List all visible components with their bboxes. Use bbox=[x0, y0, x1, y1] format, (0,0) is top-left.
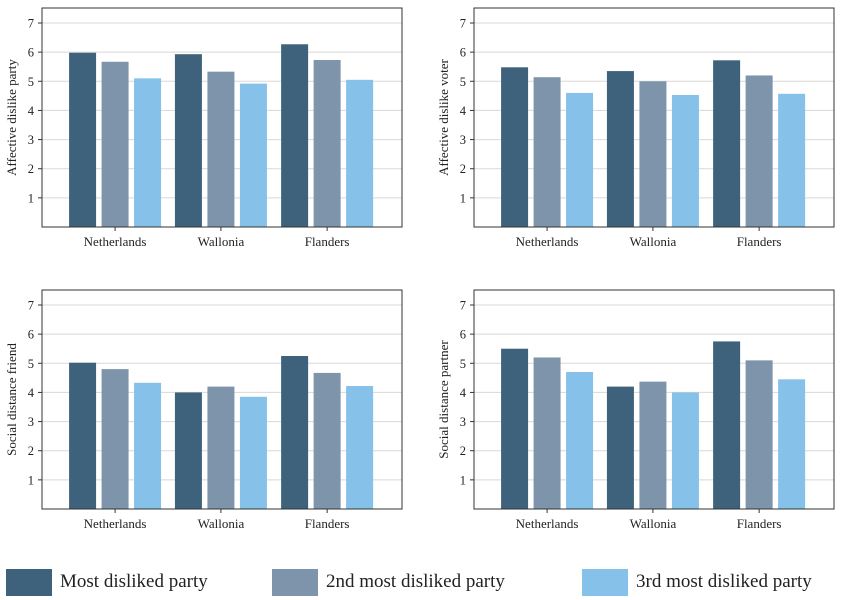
legend-item-most-disliked: Most disliked party bbox=[6, 565, 208, 599]
ytick-label-3-4: 5 bbox=[460, 357, 466, 371]
bar-1-1-2 bbox=[745, 75, 773, 227]
bar-1-2-1 bbox=[671, 94, 699, 228]
bar-0-1-2 bbox=[313, 60, 341, 227]
bar-3-0-2 bbox=[713, 341, 741, 509]
bar-3-1-1 bbox=[639, 381, 667, 509]
bar-0-1-0 bbox=[101, 61, 129, 228]
category-label-0-1: Wallonia bbox=[198, 234, 245, 249]
bar-1-0-1 bbox=[606, 71, 634, 227]
bar-0-0-2 bbox=[281, 44, 309, 227]
bar-0-2-1 bbox=[239, 83, 267, 227]
category-label-1-1: Wallonia bbox=[630, 234, 677, 249]
legend-swatch-most-disliked bbox=[6, 568, 52, 596]
bar-2-0-2 bbox=[281, 356, 309, 509]
bar-2-1-2 bbox=[313, 372, 341, 509]
category-label-3-0: Netherlands bbox=[516, 516, 579, 531]
bar-1-1-0 bbox=[533, 77, 561, 227]
ytick-label-2-5: 6 bbox=[28, 328, 34, 342]
bar-2-2-2 bbox=[346, 386, 374, 509]
category-label-0-0: Netherlands bbox=[84, 234, 147, 249]
ytick-label-2-4: 5 bbox=[28, 357, 34, 371]
ytick-label-0-2: 3 bbox=[28, 133, 34, 147]
category-label-1-2: Flanders bbox=[737, 234, 782, 249]
bar-0-1-1 bbox=[207, 71, 235, 227]
y-axis-label-3: Social distance partner bbox=[436, 340, 451, 459]
plot-frame-1 bbox=[473, 7, 835, 228]
bar-2-1-0 bbox=[101, 369, 129, 509]
bar-1-2-0 bbox=[566, 92, 594, 227]
category-label-2-1: Wallonia bbox=[198, 516, 245, 531]
ytick-label-1-0: 1 bbox=[460, 191, 466, 205]
bar-3-0-1 bbox=[606, 386, 634, 509]
legend-label-most-disliked: Most disliked party bbox=[60, 571, 208, 592]
category-label-2-0: Netherlands bbox=[84, 516, 147, 531]
ytick-label-1-3: 4 bbox=[460, 104, 467, 118]
bar-0-0-1 bbox=[174, 54, 202, 227]
category-label-0-2: Flanders bbox=[305, 234, 350, 249]
legend-item-2nd-most-disliked: 2nd most disliked party bbox=[272, 565, 505, 599]
ytick-label-3-0: 1 bbox=[460, 473, 466, 487]
y-axis-label-0: Affective dislike party bbox=[4, 59, 19, 176]
ytick-label-1-1: 2 bbox=[460, 162, 466, 176]
ytick-label-2-1: 2 bbox=[28, 444, 34, 458]
plot-frame-0 bbox=[41, 7, 403, 228]
ytick-label-3-1: 2 bbox=[460, 444, 466, 458]
ytick-label-2-3: 4 bbox=[28, 386, 35, 400]
ytick-label-0-5: 6 bbox=[28, 46, 34, 60]
ytick-label-0-1: 2 bbox=[28, 162, 34, 176]
ytick-label-3-5: 6 bbox=[460, 328, 466, 342]
plot-frame-3 bbox=[473, 289, 835, 510]
legend-label-3rd-most-disliked: 3rd most disliked party bbox=[636, 571, 812, 592]
ytick-label-0-3: 4 bbox=[28, 104, 35, 118]
ytick-label-1-5: 6 bbox=[460, 46, 466, 60]
ytick-label-0-0: 1 bbox=[28, 191, 34, 205]
bar-1-2-2 bbox=[778, 93, 806, 228]
ytick-label-1-2: 3 bbox=[460, 133, 466, 147]
bar-0-2-2 bbox=[346, 79, 374, 227]
bar-1-0-0 bbox=[501, 67, 529, 227]
bar-2-0-0 bbox=[69, 362, 97, 509]
figure: 1 2 3 4 5 6 7 Netherlands Wallonia Flanders Affect… bbox=[4, 7, 835, 531]
bar-3-0-0 bbox=[501, 348, 529, 509]
bar-2-2-0 bbox=[134, 382, 162, 509]
bar-2-2-1 bbox=[239, 396, 267, 509]
y-axis-label-1: Affective dislike voter bbox=[436, 58, 451, 175]
bar-2-0-1 bbox=[174, 392, 202, 509]
category-label-3-1: Wallonia bbox=[630, 516, 677, 531]
legend-swatch-3rd-most-disliked bbox=[582, 568, 628, 596]
ytick-label-2-0: 1 bbox=[28, 473, 34, 487]
category-label-2-2: Flanders bbox=[305, 516, 350, 531]
bar-3-1-0 bbox=[533, 357, 561, 509]
category-label-1-0: Netherlands bbox=[516, 234, 579, 249]
ytick-label-0-4: 5 bbox=[28, 75, 34, 89]
bar-1-1-1 bbox=[639, 81, 667, 228]
ytick-label-2-6: 7 bbox=[28, 299, 34, 313]
ytick-label-1-4: 5 bbox=[460, 75, 466, 89]
ytick-label-3-2: 3 bbox=[460, 415, 466, 429]
y-axis-label-2: Social distance friend bbox=[4, 343, 19, 456]
bar-3-2-1 bbox=[671, 392, 699, 509]
bar-2-1-1 bbox=[207, 386, 235, 509]
bar-0-2-0 bbox=[134, 78, 162, 227]
legend: Most disliked party 2nd most disliked pa… bbox=[0, 565, 842, 599]
legend-item-3rd-most-disliked: 3rd most disliked party bbox=[582, 565, 812, 599]
legend-swatch-2nd-most-disliked bbox=[272, 568, 318, 596]
bar-0-0-0 bbox=[69, 52, 97, 228]
ytick-label-2-2: 3 bbox=[28, 415, 34, 429]
bar-3-2-0 bbox=[566, 372, 594, 509]
bar-3-1-2 bbox=[745, 360, 773, 509]
plot-frame-2 bbox=[41, 289, 403, 510]
bar-1-0-2 bbox=[713, 60, 741, 227]
ytick-label-3-3: 4 bbox=[460, 386, 467, 400]
bar-3-2-2 bbox=[778, 379, 806, 509]
ytick-label-1-6: 7 bbox=[460, 17, 466, 31]
ytick-label-0-6: 7 bbox=[28, 17, 34, 31]
category-label-3-2: Flanders bbox=[737, 516, 782, 531]
legend-label-2nd-most-disliked: 2nd most disliked party bbox=[326, 571, 505, 592]
ytick-label-3-6: 7 bbox=[460, 299, 466, 313]
